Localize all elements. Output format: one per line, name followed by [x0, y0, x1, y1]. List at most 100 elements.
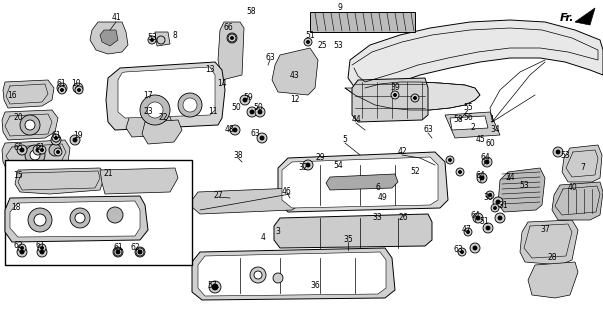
- Circle shape: [37, 247, 47, 257]
- Circle shape: [247, 107, 257, 117]
- Text: 30: 30: [483, 194, 493, 203]
- Circle shape: [116, 251, 119, 253]
- Circle shape: [20, 148, 24, 152]
- Circle shape: [273, 273, 283, 283]
- Circle shape: [449, 158, 452, 162]
- Circle shape: [394, 93, 397, 97]
- Polygon shape: [575, 8, 595, 25]
- Polygon shape: [2, 110, 58, 140]
- Circle shape: [75, 213, 85, 223]
- Polygon shape: [272, 48, 318, 95]
- Circle shape: [57, 83, 67, 93]
- Circle shape: [486, 191, 494, 199]
- Polygon shape: [310, 12, 415, 32]
- Circle shape: [40, 250, 44, 254]
- Circle shape: [147, 102, 163, 118]
- Text: 4: 4: [260, 234, 265, 243]
- Circle shape: [255, 107, 265, 117]
- Circle shape: [51, 135, 61, 145]
- Text: 64: 64: [480, 154, 490, 163]
- Text: 15: 15: [13, 171, 23, 180]
- Text: 10: 10: [71, 78, 81, 87]
- Text: 62: 62: [130, 244, 140, 252]
- Circle shape: [480, 176, 484, 180]
- Circle shape: [148, 36, 156, 44]
- Circle shape: [60, 89, 63, 92]
- Circle shape: [470, 243, 480, 253]
- Circle shape: [258, 110, 262, 114]
- Circle shape: [54, 137, 57, 140]
- Circle shape: [553, 147, 563, 157]
- Text: 17: 17: [143, 92, 153, 100]
- Text: 57: 57: [207, 281, 217, 290]
- Circle shape: [227, 33, 237, 43]
- Polygon shape: [552, 182, 603, 220]
- Text: 26: 26: [398, 213, 408, 222]
- Circle shape: [135, 247, 145, 257]
- Circle shape: [304, 38, 312, 46]
- Circle shape: [486, 226, 490, 230]
- Text: 61: 61: [35, 143, 45, 153]
- Text: 7: 7: [581, 164, 586, 172]
- Polygon shape: [445, 112, 500, 138]
- Polygon shape: [192, 188, 300, 214]
- Text: 35: 35: [343, 236, 353, 244]
- Circle shape: [57, 150, 60, 154]
- Text: 63: 63: [453, 245, 463, 254]
- Circle shape: [467, 230, 470, 234]
- Text: 14: 14: [217, 78, 227, 87]
- Polygon shape: [100, 30, 118, 46]
- Text: 16: 16: [7, 92, 17, 100]
- Text: 22: 22: [158, 114, 168, 123]
- Circle shape: [151, 38, 154, 42]
- Circle shape: [473, 213, 483, 223]
- Circle shape: [60, 86, 64, 90]
- Circle shape: [240, 95, 250, 105]
- Polygon shape: [106, 62, 225, 130]
- Circle shape: [58, 86, 66, 94]
- Circle shape: [414, 97, 417, 100]
- Circle shape: [254, 271, 262, 279]
- Circle shape: [78, 89, 80, 92]
- Circle shape: [40, 246, 43, 250]
- Text: 61: 61: [56, 78, 66, 87]
- Circle shape: [491, 204, 499, 212]
- Circle shape: [40, 148, 43, 151]
- Polygon shape: [520, 220, 578, 265]
- Circle shape: [139, 251, 142, 253]
- Circle shape: [228, 34, 236, 42]
- Text: 8: 8: [172, 31, 177, 41]
- Circle shape: [28, 208, 52, 232]
- Text: 11: 11: [208, 108, 218, 116]
- Circle shape: [38, 146, 46, 154]
- Text: 50: 50: [253, 103, 263, 113]
- Circle shape: [456, 168, 464, 176]
- Circle shape: [303, 160, 313, 170]
- Circle shape: [260, 136, 264, 140]
- Circle shape: [485, 160, 489, 164]
- Circle shape: [107, 207, 123, 223]
- Text: 59: 59: [243, 93, 253, 102]
- Circle shape: [476, 216, 480, 220]
- Circle shape: [493, 206, 496, 210]
- Polygon shape: [155, 32, 170, 46]
- Text: 58: 58: [453, 116, 463, 124]
- Circle shape: [243, 98, 247, 102]
- Text: 44: 44: [351, 116, 361, 124]
- Text: 27: 27: [213, 190, 223, 199]
- Text: 60: 60: [485, 139, 495, 148]
- Text: 36: 36: [310, 281, 320, 290]
- Polygon shape: [348, 20, 603, 92]
- Circle shape: [498, 216, 502, 220]
- Circle shape: [75, 86, 83, 94]
- Text: 19: 19: [73, 131, 83, 140]
- Text: 3: 3: [276, 228, 280, 236]
- Text: 23: 23: [143, 108, 153, 116]
- Circle shape: [306, 163, 310, 167]
- Circle shape: [70, 208, 90, 228]
- Polygon shape: [326, 174, 398, 190]
- Text: 29: 29: [315, 154, 325, 163]
- Circle shape: [21, 246, 24, 250]
- Circle shape: [54, 148, 62, 156]
- Text: 34: 34: [490, 125, 500, 134]
